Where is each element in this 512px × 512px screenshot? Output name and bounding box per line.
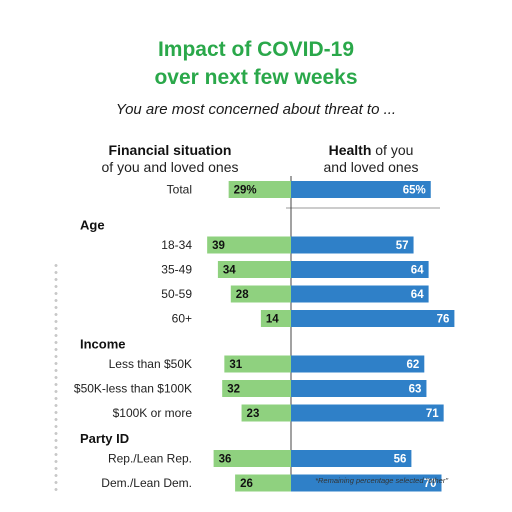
health-value-18-34: 57 bbox=[396, 240, 409, 252]
group-label-income: Income bbox=[80, 337, 126, 352]
group-label-party-id: Party ID bbox=[80, 431, 129, 446]
financial-bar-60 bbox=[260, 310, 291, 327]
financial-value-less-than-50k: 31 bbox=[229, 359, 242, 371]
financial-value-35-49: 34 bbox=[223, 265, 236, 277]
row-label-less-than-50k: Less than $50K bbox=[109, 357, 192, 371]
health-bar-100k-or-more bbox=[291, 404, 444, 422]
health-header-rest: and loved ones bbox=[323, 159, 419, 175]
financial-header-rest: of you and loved ones bbox=[101, 159, 239, 175]
financial-bar-total bbox=[228, 181, 291, 198]
financial-bar-18-34 bbox=[207, 236, 291, 254]
health-column-header: Health of you and loved ones bbox=[296, 142, 446, 176]
financial-value-rep-lean-rep: 36 bbox=[219, 454, 232, 466]
chart-title-line1: Impact of COVID-19 bbox=[157, 38, 355, 61]
health-bar-total bbox=[291, 181, 431, 198]
health-value-dem-lean-dem: 70 bbox=[424, 478, 437, 490]
financial-bar-less-than-50k bbox=[224, 355, 291, 373]
financial-bar-35-49 bbox=[217, 261, 291, 278]
row-label-rep-lean-rep: Rep./Lean Rep. bbox=[108, 452, 192, 466]
financial-bar-dem-lean-dem bbox=[235, 474, 291, 492]
health-value-rep-lean-rep: 56 bbox=[394, 454, 407, 466]
financial-value-50-59: 28 bbox=[236, 289, 249, 301]
row-label-50-59: 50-59 bbox=[161, 287, 192, 301]
financial-value-18-34: 39 bbox=[212, 240, 225, 252]
health-header-of: of you bbox=[371, 142, 414, 158]
row-label-total: Total bbox=[167, 183, 192, 197]
footnote: *Remaining percentage selected "other" bbox=[315, 476, 448, 485]
financial-value-60: 14 bbox=[266, 314, 279, 326]
health-value-50k-less-than-100k: 63 bbox=[409, 384, 422, 396]
financial-value-100k-or-more: 23 bbox=[247, 408, 260, 420]
group-label-age: Age bbox=[80, 218, 105, 233]
financial-bar-rep-lean-rep bbox=[213, 450, 291, 467]
health-header-bold: Health bbox=[328, 142, 372, 158]
health-bar-50k-less-than-100k bbox=[291, 380, 427, 397]
health-bar-60 bbox=[291, 310, 455, 327]
health-value-60: 76 bbox=[437, 314, 450, 326]
health-bar-less-than-50k bbox=[291, 355, 425, 373]
health-bar-18-34 bbox=[291, 236, 414, 254]
row-label-35-49: 35-49 bbox=[161, 263, 192, 277]
health-bar-35-49 bbox=[291, 261, 429, 278]
financial-header-bold: Financial situation bbox=[108, 142, 232, 158]
row-label-60: 60+ bbox=[172, 312, 192, 326]
health-value-100k-or-more: 71 bbox=[426, 408, 439, 420]
row-label-50k-less-than-100k: $50K-less than $100K bbox=[74, 382, 192, 396]
chart-subtitle: You are most concerned about threat to .… bbox=[115, 101, 397, 118]
health-value-50-59: 64 bbox=[411, 289, 424, 301]
row-label-100k-or-more: $100K or more bbox=[113, 406, 193, 420]
financial-value-total: 29% bbox=[234, 185, 257, 197]
financial-bar-50-59 bbox=[230, 285, 291, 303]
financial-bar-100k-or-more bbox=[241, 404, 291, 422]
health-bar-rep-lean-rep bbox=[291, 450, 412, 467]
decorative-dotted-line bbox=[54, 262, 58, 494]
row-label-dem-lean-dem: Dem./Lean Dem. bbox=[101, 476, 192, 490]
health-value-total: 65% bbox=[403, 185, 426, 197]
health-value-35-49: 64 bbox=[411, 265, 424, 277]
financial-bar-50k-less-than-100k bbox=[222, 380, 291, 397]
row-label-18-34: 18-34 bbox=[161, 238, 192, 252]
chart-title-line2: over next few weeks bbox=[154, 66, 358, 89]
financial-column-header: Financial situation of you and loved one… bbox=[70, 142, 270, 176]
financial-value-dem-lean-dem: 26 bbox=[240, 478, 253, 490]
health-value-less-than-50k: 62 bbox=[407, 359, 420, 371]
health-bar-dem-lean-dem bbox=[291, 474, 442, 492]
financial-value-50k-less-than-100k: 32 bbox=[227, 384, 240, 396]
health-bar-50-59 bbox=[291, 285, 429, 303]
